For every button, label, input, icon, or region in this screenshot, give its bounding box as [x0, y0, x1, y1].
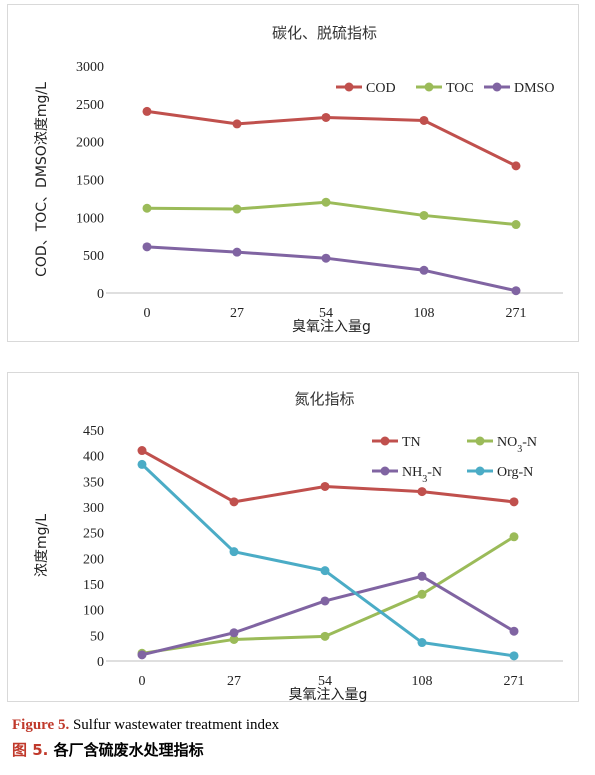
data-point-org-n: [320, 566, 330, 576]
y-tick-label: 300: [83, 501, 104, 516]
legend-label-toc: TOC: [446, 81, 474, 96]
data-point-no3-n: [417, 589, 427, 599]
x-tick-label: 27: [227, 674, 241, 689]
figure-caption-en-text: Sulfur wastewater treatment index: [69, 717, 280, 733]
legend-label-cod: COD: [366, 81, 396, 96]
figure-caption-zh: 图 5. 各厂含硫废水处理指标: [12, 739, 204, 760]
data-point-tn: [509, 497, 519, 507]
legend-marker-toc: [424, 82, 434, 92]
series-line-org-n: [140, 463, 515, 658]
x-tick-label: 271: [506, 306, 527, 321]
data-point-cod: [511, 161, 521, 171]
data-point-org-n: [137, 459, 147, 469]
y-tick-label: 350: [83, 475, 104, 490]
y-tick-label: 3000: [76, 60, 104, 75]
data-point-cod: [419, 115, 429, 125]
chart-nitrogen: 氮化指标 0 50 100 150 200 250 300 350 400 450 0 27 54 108 2…: [34, 390, 563, 703]
figure-caption-en-label: Figure 5.: [12, 717, 70, 733]
figure-caption-zh-text: 各厂含硫废水处理指标: [53, 741, 204, 759]
data-point-org-n: [229, 547, 239, 557]
chart-title: 氮化指标: [294, 390, 354, 408]
data-point-nh3-n: [509, 626, 519, 636]
data-point-no3-n: [320, 631, 330, 641]
series-line-cod: [146, 109, 517, 168]
data-point-tn: [320, 481, 330, 491]
data-point-toc: [142, 203, 152, 213]
data-point-tn: [137, 446, 147, 456]
x-tick-label: 54: [319, 306, 333, 321]
data-point-no3-n: [509, 532, 519, 542]
x-tick-label: 54: [318, 674, 332, 689]
y-tick-label: 450: [83, 424, 104, 439]
y-tick-label: 250: [83, 527, 104, 542]
legend-label-nh3-n: NH3-N: [402, 465, 442, 485]
data-point-nh3-n: [417, 571, 427, 581]
data-point-org-n: [417, 638, 427, 648]
series-line-tn: [141, 449, 515, 504]
y-tick-label: 400: [83, 450, 104, 465]
data-point-cod: [142, 106, 152, 116]
x-tick-label: 27: [230, 306, 244, 321]
series-line-dmso: [146, 245, 517, 293]
legend-label-dmso: DMSO: [514, 81, 554, 96]
figure-caption-zh-label: 图 5.: [12, 741, 49, 759]
legend-marker-tn: [380, 436, 390, 446]
data-point-dmso: [321, 253, 331, 263]
series-line-toc: [146, 200, 517, 227]
data-point-dmso: [142, 242, 152, 252]
y-axis-label: COD、TOC、DMSO浓度mg/L: [34, 82, 50, 277]
data-point-no3-n: [229, 634, 239, 644]
data-point-toc: [232, 204, 242, 214]
y-tick-label: 1000: [76, 211, 104, 226]
legend-marker-cod: [344, 82, 354, 92]
y-tick-label: 100: [83, 604, 104, 619]
data-point-toc: [511, 220, 521, 230]
data-point-nh3-n: [320, 596, 330, 606]
legend-label-org-n: Org-N: [497, 465, 533, 480]
chart-panel-carbon-sulfur: 碳化、脱硫指标 0 500 1000 1500 2000 2500 3000 0 27 54 108 2…: [7, 4, 579, 342]
y-tick-label: 150: [83, 578, 104, 593]
data-point-dmso: [419, 265, 429, 275]
data-point-toc: [321, 197, 331, 207]
x-tick-label: 0: [144, 306, 151, 321]
data-point-tn: [417, 487, 427, 497]
x-axis-label: 臭氧注入量g: [289, 687, 368, 703]
chart-panel-nitrogen: 氮化指标 0 50 100 150 200 250 300 350 400 450 0 27 54 108 2…: [7, 372, 579, 703]
data-point-nh3-n: [137, 650, 147, 660]
data-point-tn: [229, 497, 239, 507]
series-line-nh3-n: [141, 574, 515, 657]
y-tick-label: 1500: [76, 174, 104, 189]
data-point-cod: [232, 119, 242, 129]
y-tick-label: 2500: [76, 98, 104, 113]
legend-marker-org-n: [475, 466, 485, 476]
data-point-dmso: [511, 286, 521, 296]
y-tick-label: 50: [90, 629, 104, 644]
x-axis-label: 臭氧注入量g: [292, 319, 371, 335]
legend-label-tn: TN: [402, 435, 421, 450]
data-point-nh3-n: [229, 628, 239, 638]
chart-carbon-sulfur: 碳化、脱硫指标 0 500 1000 1500 2000 2500 3000 0 27 54 108 2…: [34, 24, 563, 335]
x-tick-label: 108: [412, 674, 433, 689]
legend-marker-no3-n: [475, 436, 485, 446]
legend-label-no3-n: NO3-N: [497, 435, 537, 455]
y-tick-label: 200: [83, 552, 104, 567]
x-tick-label: 0: [139, 674, 146, 689]
legend-marker-dmso: [492, 82, 502, 92]
x-tick-label: 108: [414, 306, 435, 321]
data-point-cod: [321, 112, 331, 122]
chart-title: 碳化、脱硫指标: [272, 24, 377, 42]
data-point-org-n: [509, 651, 519, 661]
data-point-dmso: [232, 247, 242, 257]
y-tick-label: 0: [97, 287, 104, 302]
y-tick-label: 500: [83, 249, 104, 264]
y-tick-label: 2000: [76, 136, 104, 151]
data-point-toc: [419, 210, 429, 220]
y-axis-label: 浓度mg/L: [34, 514, 50, 577]
x-tick-label: 271: [504, 674, 525, 689]
legend-marker-nh3-n: [380, 466, 390, 476]
figure-caption-en: Figure 5. Sulfur wastewater treatment in…: [12, 717, 279, 734]
y-tick-label: 0: [97, 655, 104, 670]
